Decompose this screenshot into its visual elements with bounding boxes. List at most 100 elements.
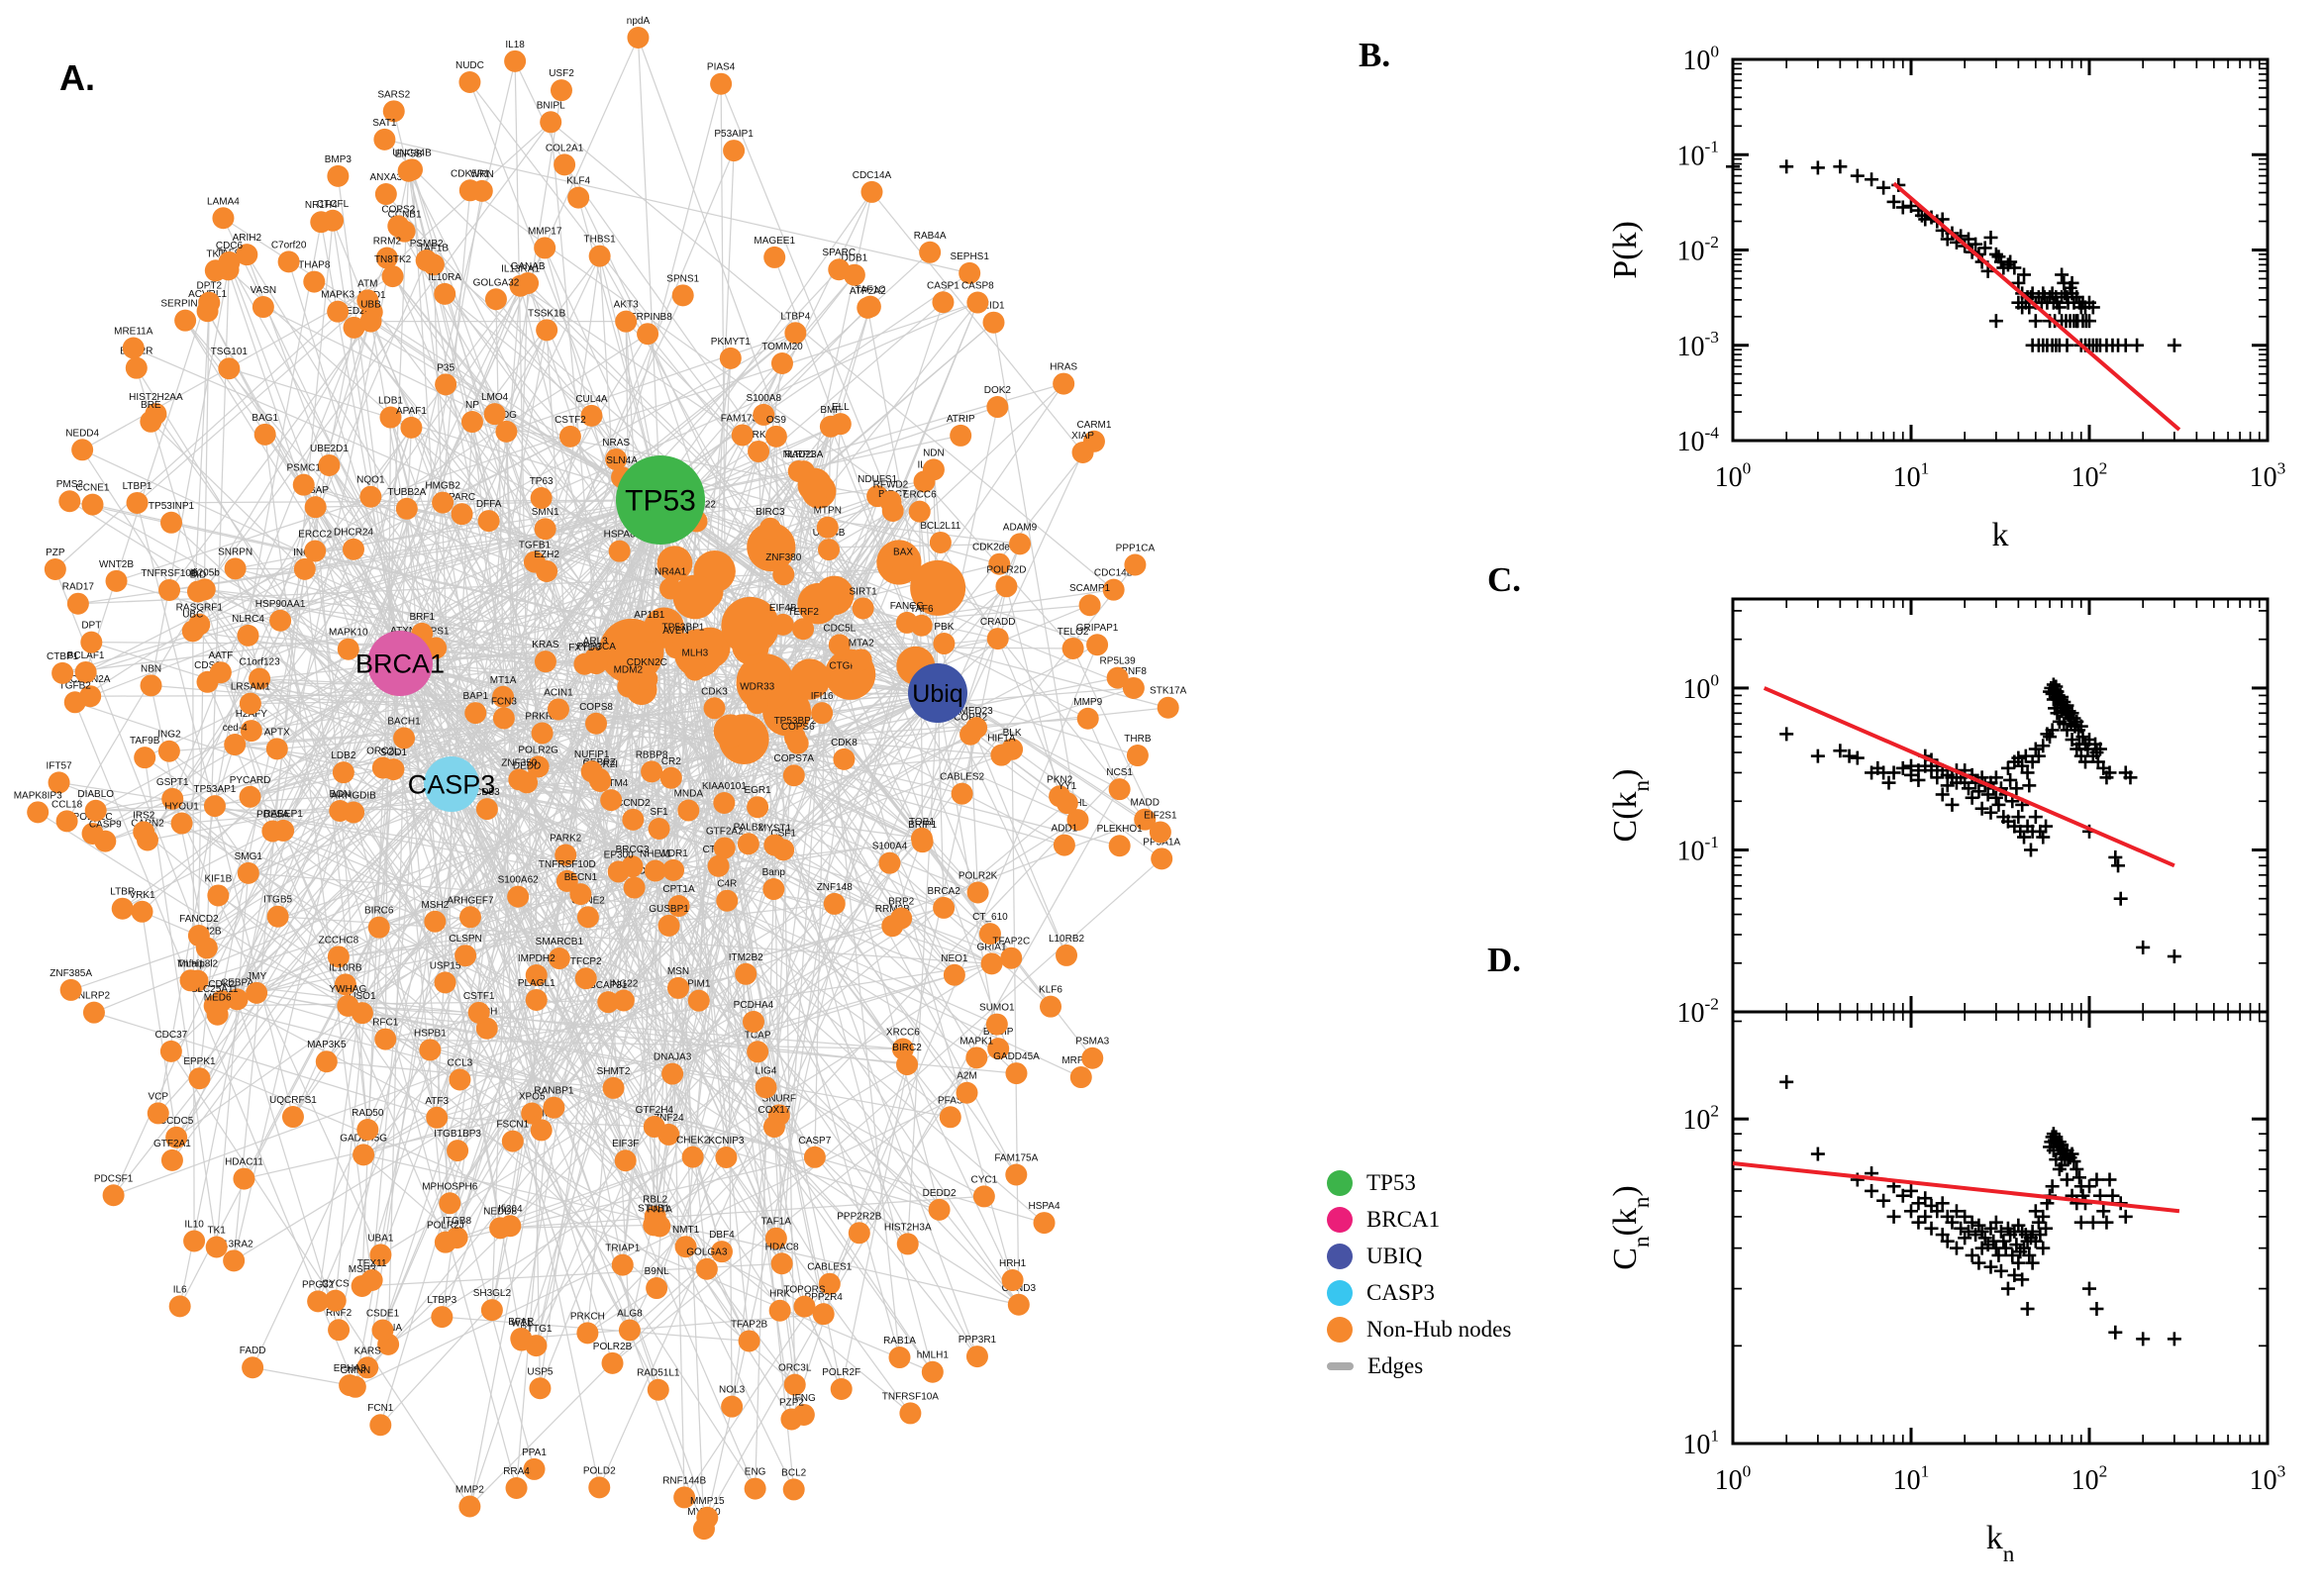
network-edge	[659, 499, 685, 1498]
network-node-label: PPG32	[302, 1279, 335, 1290]
network-node-label: CDK8	[831, 738, 858, 748]
network-node-label: CABLES2	[940, 772, 984, 783]
network-node	[737, 833, 759, 855]
network-node-label: DHCR24	[334, 528, 373, 539]
network-edge	[250, 499, 661, 798]
network-edge	[179, 783, 453, 1307]
network-edge	[429, 628, 804, 1050]
network-edge	[362, 987, 679, 1155]
network-node	[558, 425, 581, 448]
cluster-blob	[797, 582, 839, 625]
network-edge	[653, 1114, 780, 1226]
network-node-label: DFFA	[476, 499, 502, 510]
network-node-label: CDC6	[216, 241, 244, 251]
network-node-label: THBS1	[584, 235, 617, 246]
network-node	[890, 907, 913, 930]
network-node-label: USF2	[549, 68, 574, 79]
network-node-label: MMP9	[1073, 697, 1102, 708]
network-node-label: ZCCHC8	[319, 935, 359, 946]
network-edge	[271, 568, 306, 832]
network-edge	[442, 436, 571, 504]
network-edge	[399, 330, 548, 664]
network-edge	[527, 282, 728, 901]
network-node-label: GRIPAP1	[1076, 623, 1119, 634]
network-node	[419, 1039, 442, 1061]
network-node-label: POLR2G	[518, 745, 558, 755]
network-node	[367, 916, 390, 939]
network-node	[226, 988, 249, 1011]
network-panel: PSAP TAF1C TAF1A PTTG1 ELL POLD2 CUL4A DBF4 TAF1…	[14, 16, 1187, 1541]
network-node-label: GOLGA3	[686, 1247, 728, 1258]
network-node	[831, 671, 854, 694]
network-node-label: RABEP1	[263, 809, 303, 820]
network-node-label: TDG	[496, 410, 517, 421]
network-edge	[157, 222, 322, 1114]
network-node	[1040, 995, 1062, 1018]
network-node-label: BMF	[820, 405, 841, 416]
network-edge	[725, 973, 747, 1158]
network-node	[269, 609, 292, 632]
network-edge	[348, 285, 522, 649]
network-node-label: MADD	[1130, 798, 1159, 809]
network-edge	[591, 771, 656, 1128]
network-node-label: SERPINB9	[160, 299, 210, 310]
network-node	[424, 910, 447, 933]
network-node-label: MED24	[338, 306, 371, 317]
network-node	[1056, 944, 1078, 966]
network-edge	[531, 802, 725, 1114]
x-axis-title: k	[1992, 517, 2009, 553]
network-edge	[147, 282, 529, 841]
network-node-label: PPP1CA	[1116, 543, 1156, 553]
network-node	[374, 183, 397, 206]
network-node	[81, 493, 104, 516]
network-node	[819, 415, 842, 438]
network-edge	[150, 421, 401, 664]
network-node-label: CSTF2	[555, 415, 586, 426]
network-node	[780, 1408, 803, 1431]
network-node-label: SMG1	[235, 851, 263, 862]
network-node	[1000, 947, 1023, 969]
network-node-label: NR1H4	[305, 200, 338, 211]
y-tick-label: 10-4	[1677, 423, 1720, 457]
network-node-label: AVEN	[662, 626, 689, 637]
network-edge	[304, 568, 923, 843]
network-node-label: HIST2H2AA	[129, 392, 183, 403]
network-node	[929, 531, 952, 553]
network-edge	[175, 499, 661, 1139]
network-node-label: BFAR	[508, 1317, 534, 1328]
network-node-label: TSG101	[211, 347, 249, 357]
network-edge	[258, 677, 520, 780]
network-node-label: ERCC6	[903, 490, 937, 501]
network-node	[576, 1322, 599, 1345]
network-edge	[491, 283, 529, 1311]
network-node	[605, 448, 628, 470]
network-node	[1151, 848, 1173, 870]
network-node-label: MAPK8IP3	[14, 790, 62, 801]
network-node	[878, 851, 901, 874]
network-node-label: TAF1B	[419, 243, 450, 253]
network-node	[748, 440, 770, 462]
network-node	[80, 631, 103, 653]
network-node-label: MLH1	[177, 958, 204, 969]
network-node	[908, 500, 931, 523]
network-node-label: TFAP2B	[731, 1319, 768, 1330]
network-node	[240, 720, 262, 743]
network-node	[1134, 808, 1157, 831]
network-node	[249, 667, 271, 690]
network-node-label: CARM1	[1076, 420, 1111, 431]
network-node-label: CSTF1	[463, 991, 495, 1002]
network-node-label: CYC1	[970, 1174, 997, 1185]
network-edge	[659, 499, 1021, 545]
network-node-label: WNT2B	[99, 559, 134, 570]
network-node-label: UBE2D1	[310, 444, 349, 454]
network-node	[585, 712, 608, 735]
network-node	[381, 265, 404, 288]
network-node-label: RAD17	[62, 582, 95, 593]
network-node-label: CCDC5	[159, 1116, 194, 1127]
network-edge	[1087, 718, 1121, 790]
network-node-label: CASP9	[89, 820, 122, 831]
network-node	[160, 1148, 183, 1171]
network-edge	[862, 608, 979, 893]
network-node	[170, 812, 193, 835]
network-node-label: LDB1	[378, 396, 403, 407]
